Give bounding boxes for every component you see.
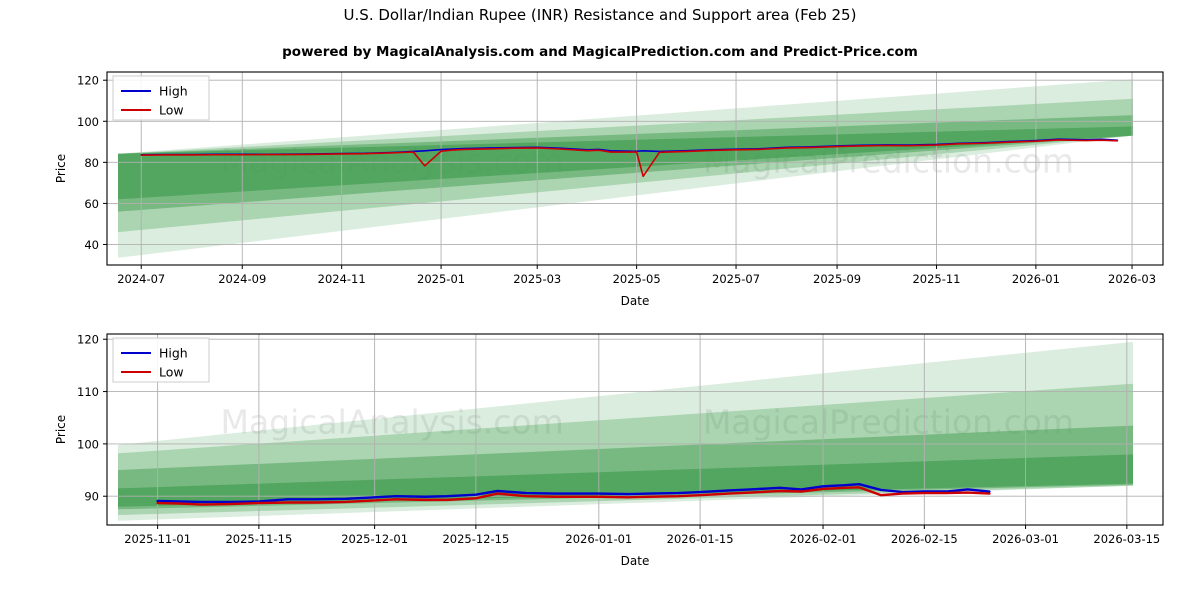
svg-text:2026-03: 2026-03 [1108,272,1156,286]
plot-frame [106,333,1164,526]
detail-chart-panel: MagicalAnalysis.com MagicalPrediction.com… [0,320,1200,600]
svg-text:2025-12-01: 2025-12-01 [341,532,408,546]
svg-text:100: 100 [77,115,99,129]
series-line-low [140,139,1119,178]
legend-box [112,75,210,121]
svg-text:Date: Date [621,294,650,308]
svg-text:Price: Price [54,154,68,183]
svg-text:2025-01: 2025-01 [417,272,465,286]
legend-label-high: High [159,346,188,361]
svg-text:2026-01: 2026-01 [1012,272,1060,286]
legend-label-high: High [159,84,188,99]
svg-text:2025-11-15: 2025-11-15 [225,532,292,546]
legend: High Low [112,75,210,121]
page-subtitle: powered by MagicalAnalysis.com and Magic… [282,44,918,60]
page-title: U.S. Dollar/Indian Rupee (INR) Resistanc… [343,6,857,24]
band-core [118,454,1133,507]
overview-chart-svg: MagicalAnalysis.comMagicalPrediction.com… [54,71,1164,308]
svg-text:MagicalAnalysis.com: MagicalAnalysis.com [220,402,563,441]
series-line-high [156,482,991,504]
grid-group [107,72,1163,265]
svg-text:2024-11: 2024-11 [318,272,366,286]
legend: High Low [112,337,210,383]
band-outer [118,79,1133,258]
svg-text:2025-09: 2025-09 [813,272,861,286]
svg-text:Date: Date [621,554,650,568]
plot-frame [106,71,1164,266]
watermark-group: MagicalAnalysis.com MagicalPrediction.com [220,402,1074,441]
legend-label-low: Low [159,103,184,118]
svg-text:2025-11: 2025-11 [912,272,960,286]
svg-text:2025-05: 2025-05 [613,272,661,286]
svg-text:100: 100 [77,437,99,451]
svg-text:2026-03-01: 2026-03-01 [992,532,1059,546]
svg-text:2026-02-01: 2026-02-01 [790,532,857,546]
legend-label-low: Low [159,365,184,380]
series-group [140,138,1119,178]
tick-group: 90 100 110 120 2025-11-01 2025-11-15 2025-12-0… [77,333,1160,546]
svg-text:120: 120 [77,74,99,88]
series-line-low [156,486,991,506]
series-group [156,482,991,506]
svg-text:90: 90 [84,490,99,504]
svg-text:110: 110 [77,385,99,399]
legend-box [112,337,210,383]
svg-text:Price: Price [54,415,68,444]
svg-text:2024-09: 2024-09 [218,272,266,286]
band-group [118,79,1133,258]
overview-chart-panel: MagicalAnalysis.comMagicalPrediction.com… [0,60,1200,320]
svg-text:2026-01-15: 2026-01-15 [667,532,734,546]
svg-text:60: 60 [84,197,99,211]
tick-group: 40 60 80 100 120 2024-07 2024-09 2024-11 2025-01… [77,74,1156,286]
svg-text:MagicalPrediction.com: MagicalPrediction.com [703,402,1074,441]
svg-text:2025-11-01: 2025-11-01 [124,532,191,546]
svg-text:2024-07: 2024-07 [117,272,165,286]
detail-chart-svg: MagicalAnalysis.com MagicalPrediction.com… [54,333,1164,568]
svg-text:40: 40 [84,238,99,252]
svg-text:2026-01-01: 2026-01-01 [565,532,632,546]
svg-text:2025-12-15: 2025-12-15 [442,532,509,546]
svg-text:120: 120 [77,333,99,347]
svg-text:80: 80 [84,156,99,170]
svg-text:2025-07: 2025-07 [712,272,760,286]
svg-text:2026-03-15: 2026-03-15 [1093,532,1160,546]
svg-text:2026-02-15: 2026-02-15 [891,532,958,546]
svg-text:2025-03: 2025-03 [513,272,561,286]
